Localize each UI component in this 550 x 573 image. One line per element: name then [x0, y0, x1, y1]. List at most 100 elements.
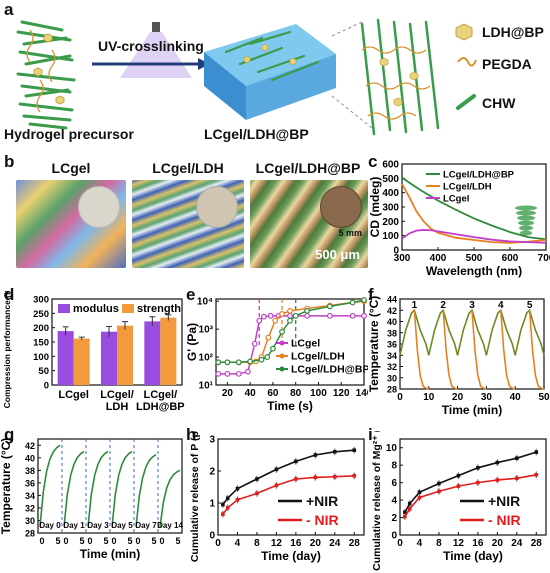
i-point-1 [403, 514, 407, 519]
f-ytick-label: 34 [387, 351, 397, 361]
d-category-label: LCgel/ [100, 389, 134, 401]
c-xtick-label: 300 [394, 253, 411, 264]
i-point-0 [456, 473, 461, 478]
h-point-0 [294, 459, 298, 464]
i-xtick-label: 0 [397, 538, 403, 549]
e-point-2 [279, 328, 285, 335]
c-series-line-0 [401, 176, 547, 241]
e-point-2 [235, 359, 242, 366]
e-legend-marker-0 [279, 340, 285, 346]
f-xtick-label: 0 [397, 392, 403, 403]
panel-label-a: a [4, 0, 14, 19]
i-ytick-label: 6 [391, 478, 397, 489]
f-ytick-label: 42 [387, 306, 397, 316]
g-xtick-label: 0 [111, 536, 116, 546]
e-point-0 [251, 340, 258, 347]
h-point-0 [333, 450, 337, 454]
f-ytick-label: 32 [387, 362, 397, 372]
h-xlabel: Time (day) [261, 549, 321, 563]
i-ytick-label: 10 [386, 443, 398, 454]
h-xtick-label: 20 [310, 538, 322, 549]
panel-label-f: f [368, 285, 374, 304]
i-point-1 [437, 489, 441, 494]
e-xtick-label: 80 [290, 388, 302, 399]
d-legend-swatch-1 [122, 304, 134, 313]
g-ytick-label: 32 [25, 503, 35, 513]
schematic-illustration [16, 18, 477, 136]
i-legend-label-0: +NIR [488, 493, 520, 509]
e-ytick-label: 10⁴ [197, 297, 213, 308]
e-point-2 [215, 359, 222, 366]
g-ylabel: Temperature (°C) [0, 438, 13, 535]
d-ytick-label: 100 [33, 352, 49, 363]
h-point-1 [221, 512, 225, 516]
f-series-cooling-1 [442, 310, 458, 390]
panel-label-i: i [368, 425, 373, 444]
g-ytick-label: 40 [25, 453, 35, 463]
e-point-2 [270, 345, 276, 352]
i-point-0 [534, 450, 539, 454]
i-xtick-label: 4 [417, 538, 423, 549]
e-point-0 [361, 312, 367, 319]
c-xtick-label: 400 [430, 253, 447, 264]
g-xtick-label: 0 [135, 536, 140, 546]
micro-image-lcgel-ldh [132, 180, 244, 268]
f-xlabel: Time (min) [442, 403, 502, 417]
i-point-1 [407, 507, 412, 511]
g-ytick-label: 42 [25, 441, 35, 451]
hydrogel-precursor-illustration [16, 20, 76, 130]
e-point-0 [215, 370, 222, 377]
g-xtick-label: 0 [63, 536, 68, 546]
e-xtick-label: 20 [222, 388, 234, 399]
e-ytick-label: 10¹ [199, 381, 214, 392]
f-xtick-label: 40 [510, 392, 522, 403]
i-point-0 [437, 481, 441, 486]
g-heating-curve [63, 450, 85, 527]
f-series-cooling-4 [528, 310, 544, 390]
e-xtick-label: 120 [333, 388, 350, 399]
e-legend-marker-2 [279, 366, 285, 372]
d-ytick-label: 200 [33, 323, 49, 334]
d-bar [73, 338, 90, 385]
g-segment-label: Day 3 [87, 521, 109, 530]
e-ytick-label: 10³ [199, 325, 214, 336]
f-cycle-label: 4 [498, 300, 504, 311]
e-xlabel: Time (s) [267, 399, 313, 413]
e-point-1 [265, 334, 272, 341]
c-ytick-label: 300 [382, 203, 399, 214]
h-xtick-label: 0 [215, 538, 221, 549]
helix-layer [515, 205, 537, 211]
e-xtick-label: 60 [267, 388, 279, 399]
i-legend-label-1: - NIR [488, 512, 521, 528]
i-ylabel: Cumulative release of Mg²⁺ (ppm) [371, 431, 383, 571]
scale-bar-label: 500 μm [315, 247, 360, 262]
d-ytick-label: 300 [33, 295, 49, 306]
c-ylabel: CD (mdeg) [368, 177, 382, 238]
c-xtick-label: 700 [538, 253, 550, 264]
h-xtick-label: 16 [290, 538, 302, 549]
d-legend-label-0: modulus [73, 303, 119, 315]
d-bar [101, 331, 117, 385]
legend-chw: CHW [482, 95, 516, 111]
g-ytick-label: 34 [25, 491, 35, 501]
h-xtick-label: 8 [254, 538, 260, 549]
i-point-1 [534, 472, 539, 477]
helix-layer [517, 215, 535, 221]
e-xtick-label: 40 [245, 388, 257, 399]
h-ytick-label: 0 [209, 531, 215, 542]
plot-frame [399, 438, 547, 536]
g-xlabel: Time (min) [80, 547, 140, 561]
i-xtick-label: 20 [492, 538, 504, 549]
plot-frame [215, 298, 365, 386]
c-legend-label-2: LCgel [443, 194, 469, 205]
helix-layer [520, 230, 532, 236]
g-segment-label: Day 0 [39, 521, 61, 530]
uv-lamp-icon [120, 22, 192, 78]
e-point-0 [244, 368, 251, 375]
h-xtick-label: 12 [271, 538, 283, 549]
h-xtick-label: 4 [235, 538, 241, 549]
c-ytick-label: 400 [382, 188, 399, 199]
c-ytick-label: 0 [393, 246, 399, 257]
h-point-1 [333, 474, 337, 479]
